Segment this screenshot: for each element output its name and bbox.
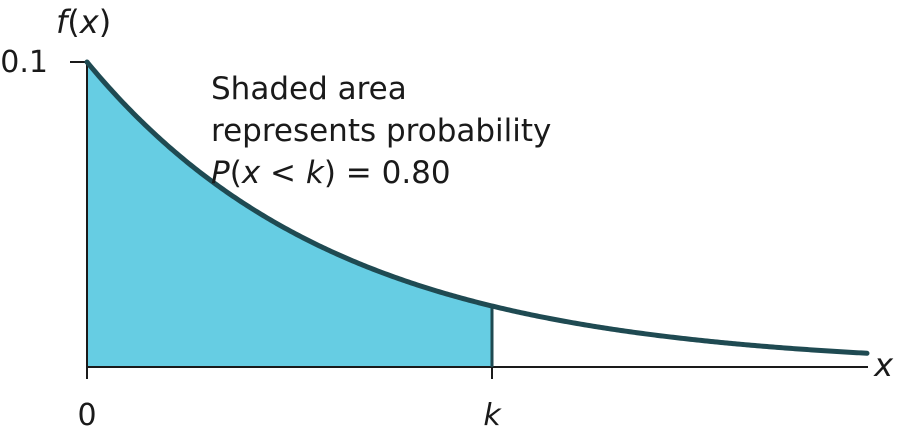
- annotation-probability: P(x < k) = 0.80: [211, 155, 451, 191]
- shaded-probability-area: [87, 62, 492, 367]
- density-curve: [84, 59, 870, 356]
- y-axis-label: f(x): [56, 3, 111, 41]
- x-tick-label-zero: 0: [77, 398, 96, 433]
- x-tick-label-k: k: [483, 398, 502, 433]
- y-tick-label: 0.1: [0, 45, 48, 80]
- annotation-line-1: Shaded area: [211, 71, 407, 107]
- x-axis-label: x: [873, 346, 894, 384]
- annotation-line-2: represents probability: [211, 113, 551, 149]
